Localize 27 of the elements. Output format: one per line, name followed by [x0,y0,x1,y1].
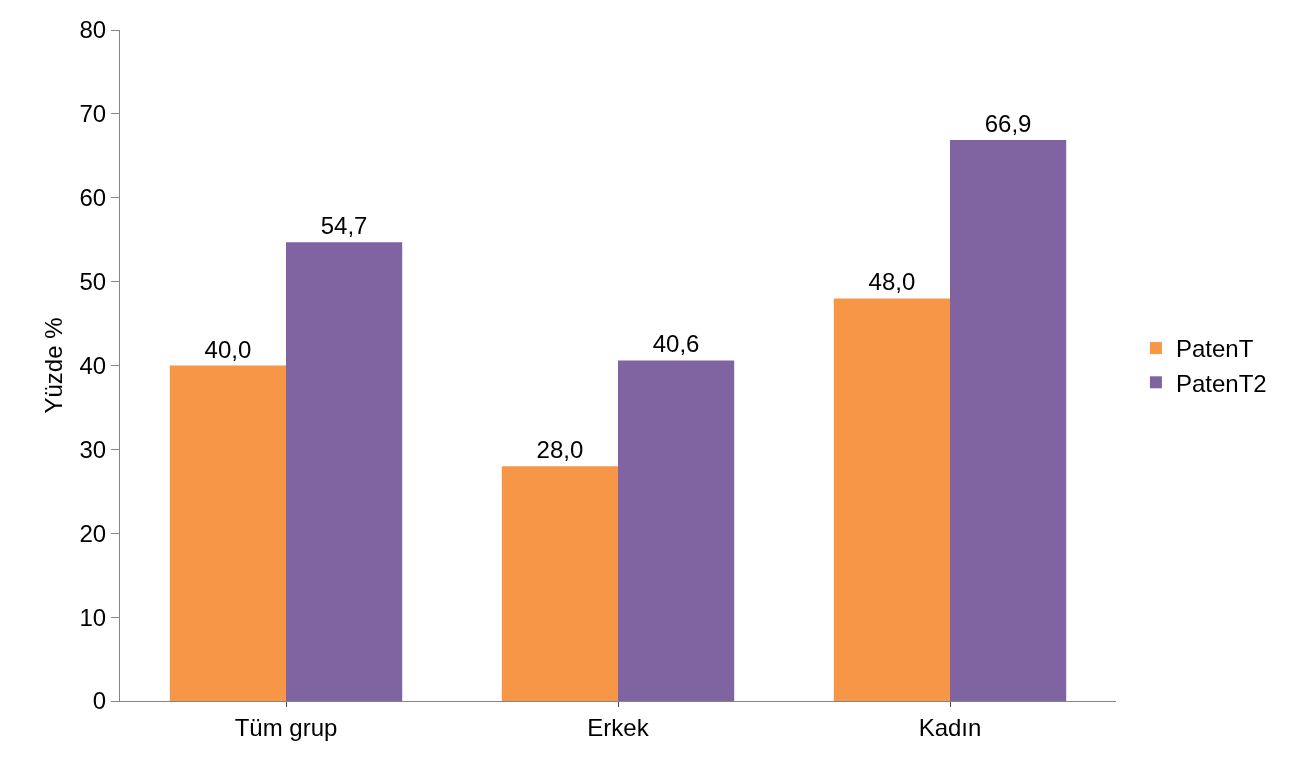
x-tick-label: Erkek [587,713,650,741]
y-tick-label: 50 [79,268,107,296]
y-tick-label: 30 [79,435,107,463]
y-tick-label: 40 [79,351,107,379]
legend-label: PatenT2 [1175,369,1267,397]
bar [618,360,735,701]
legend-label: PatenT [1175,335,1254,363]
bar [950,139,1067,701]
bar [286,242,403,701]
y-tick-label: 70 [79,100,107,128]
data-label: 40,6 [652,330,700,358]
x-tick-label: Tüm grup [234,713,338,741]
y-axis-title: Yüzde % [40,317,67,414]
y-tick-label: 60 [79,184,107,212]
y-tick-label: 20 [79,519,107,547]
bar [501,466,618,701]
y-tick-label: 0 [92,687,107,715]
y-tick-label: 10 [79,603,107,631]
y-tick-label: 80 [79,16,107,44]
data-label: 54,7 [320,212,368,240]
x-tick-label: Kadın [918,713,982,741]
data-label: 28,0 [536,436,584,464]
bar [169,365,286,701]
data-label: 66,9 [984,109,1032,137]
bar [833,298,950,701]
data-label: 40,0 [204,335,252,363]
data-label: 48,0 [868,268,916,296]
